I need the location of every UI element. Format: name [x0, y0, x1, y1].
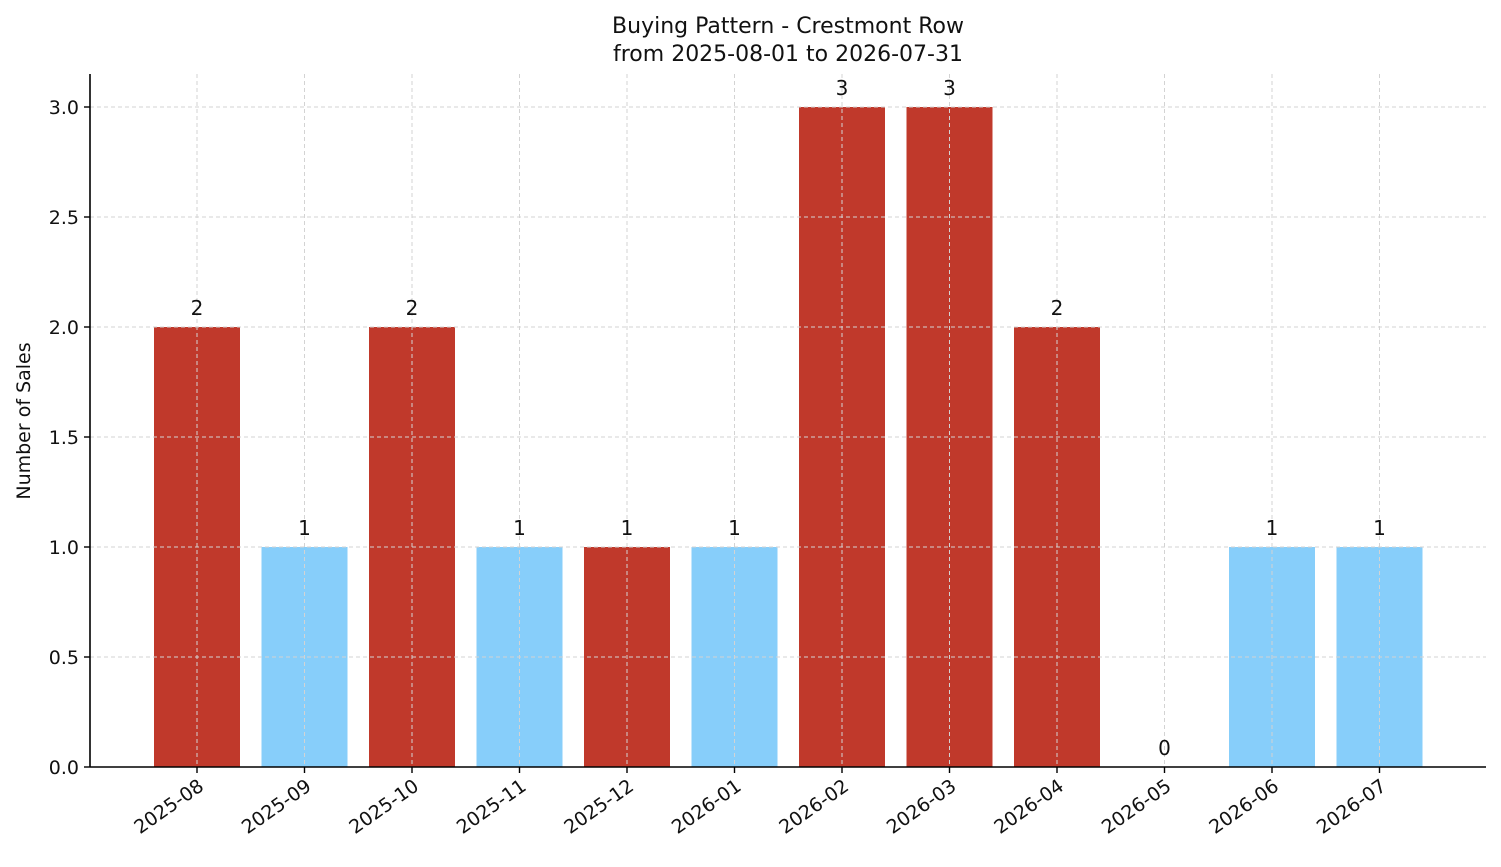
data-label-2026-07: 1 — [1373, 516, 1386, 540]
y-tick-label: 3.0 — [49, 97, 79, 119]
x-tick-label: 2025-10 — [345, 775, 423, 839]
x-tick-label: 2026-03 — [883, 775, 961, 839]
axes-layer — [84, 74, 1486, 773]
x-tick-label: 2026-06 — [1205, 775, 1283, 839]
y-tick-label: 2.0 — [49, 317, 79, 339]
y-tick-label: 1.0 — [49, 537, 79, 559]
data-label-2025-10: 2 — [406, 296, 419, 320]
data-label-2026-03: 3 — [943, 76, 956, 100]
y-tick-label: 2.5 — [49, 207, 79, 229]
x-tick-label: 2025-08 — [130, 775, 208, 839]
data-label-2026-04: 2 — [1051, 296, 1064, 320]
y-tick-label: 0.5 — [49, 647, 79, 669]
data-label-2025-09: 1 — [298, 516, 311, 540]
x-tick-label: 2025-11 — [453, 775, 531, 839]
data-label-2026-01: 1 — [728, 516, 741, 540]
x-tick-label: 2026-05 — [1098, 775, 1176, 839]
x-tick-label: 2026-02 — [775, 775, 853, 839]
x-tick-label: 2026-04 — [990, 775, 1068, 839]
x-tick-label: 2025-09 — [238, 775, 316, 839]
data-label-2026-05: 0 — [1158, 736, 1171, 760]
data-label-2025-11: 1 — [513, 516, 526, 540]
data-label-2026-02: 3 — [836, 76, 849, 100]
x-tick-label: 2026-01 — [668, 775, 746, 839]
x-tick-label: 2025-12 — [560, 775, 638, 839]
y-tick-label: 1.5 — [49, 427, 79, 449]
data-label-2026-06: 1 — [1266, 516, 1279, 540]
data-label-2025-12: 1 — [621, 516, 634, 540]
chart-title: Buying Pattern - Crestmont Row — [612, 14, 964, 39]
x-tick-label: 2026-07 — [1313, 775, 1391, 839]
y-tick-label: 0.0 — [49, 757, 79, 779]
data-label-2025-08: 2 — [191, 296, 204, 320]
y-axis-label: Number of Sales — [13, 342, 35, 499]
chart-subtitle: from 2025-08-01 to 2026-07-31 — [613, 42, 963, 67]
